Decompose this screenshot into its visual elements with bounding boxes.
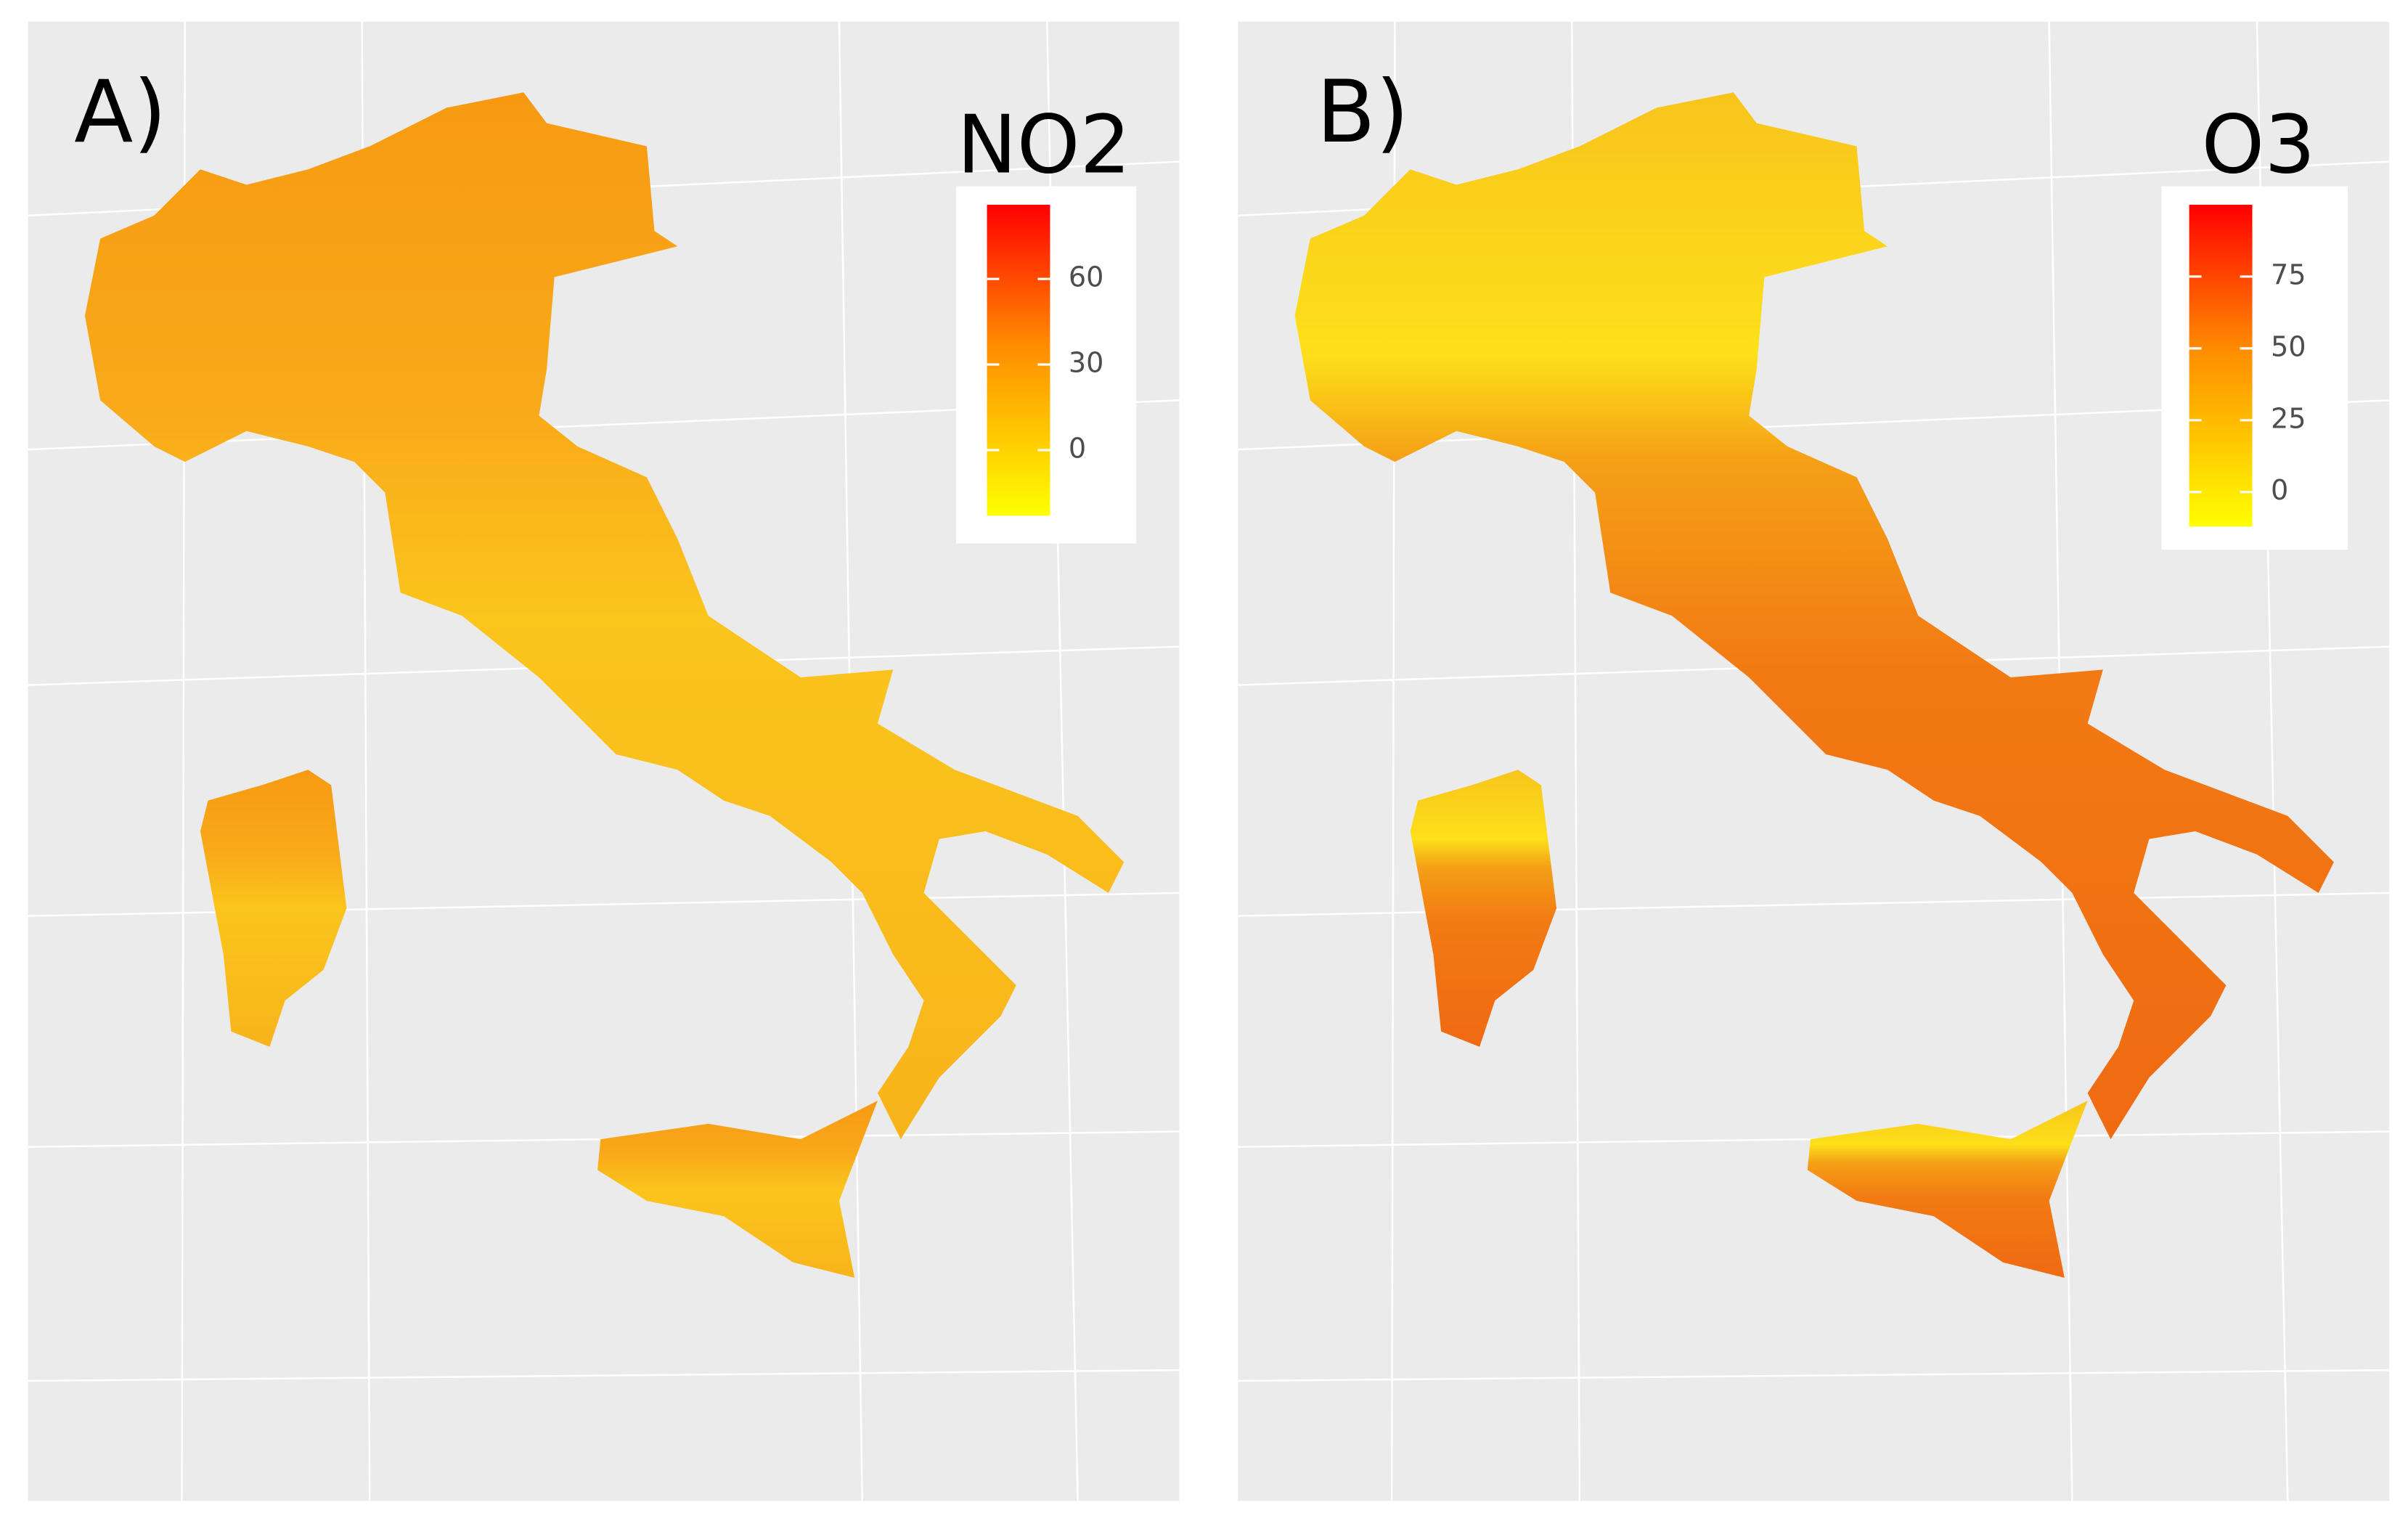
colorbar-tick-label: 60 xyxy=(1069,261,1104,293)
legend-title: O3 xyxy=(2202,99,2316,192)
panel-overlay: A) NO2 0 30 60 xyxy=(74,62,1137,544)
legend-title: NO2 xyxy=(957,99,1130,192)
colorbar-tick-label: 0 xyxy=(1069,432,1086,464)
panel-label: A) xyxy=(74,62,167,163)
panel-overlay: B) O3 0 25 50 75 xyxy=(1316,62,2348,550)
colorbar xyxy=(2189,205,2253,527)
colorbar-tick-label: 30 xyxy=(1069,347,1104,379)
panel-label: B) xyxy=(1316,62,1409,163)
colorbar xyxy=(987,205,1050,516)
colorbar-tick-label: 75 xyxy=(2271,258,2306,290)
colorbar-tick-label: 25 xyxy=(2271,402,2306,434)
colorbar-tick-label: 0 xyxy=(2271,474,2288,506)
colorbar-tick-label: 50 xyxy=(2271,330,2306,362)
